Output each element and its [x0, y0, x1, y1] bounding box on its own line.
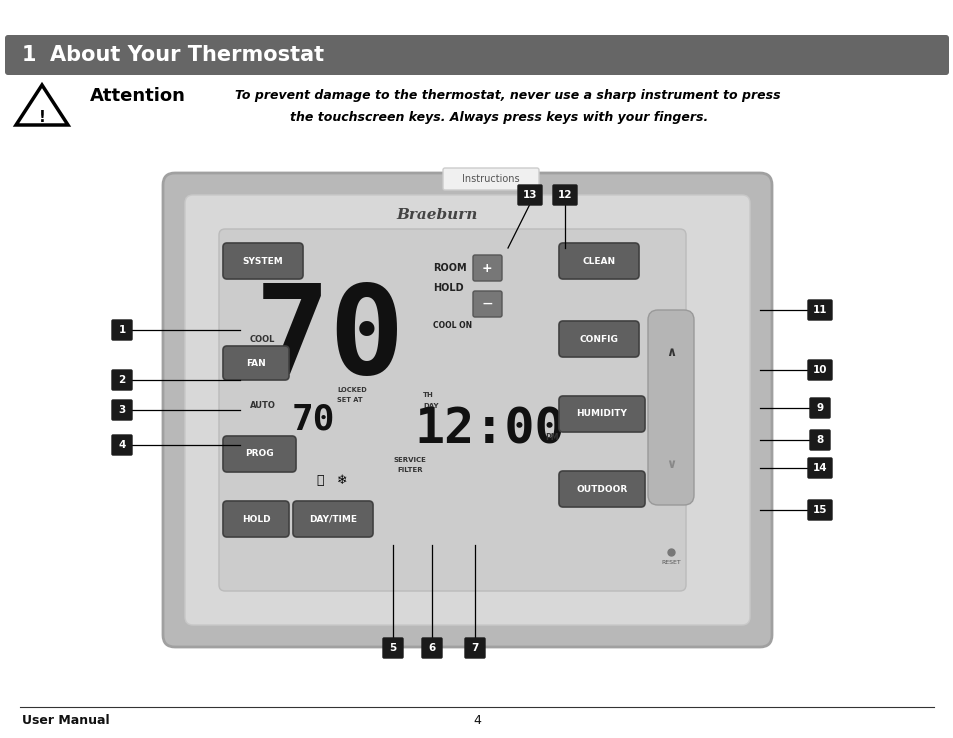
Text: FILTER: FILTER — [396, 467, 422, 473]
Text: 2: 2 — [118, 375, 126, 385]
Text: 6: 6 — [428, 643, 436, 653]
FancyBboxPatch shape — [807, 458, 831, 478]
FancyBboxPatch shape — [112, 435, 132, 455]
Text: ROOM: ROOM — [433, 263, 466, 273]
Text: the touchscreen keys. Always press keys with your fingers.: the touchscreen keys. Always press keys … — [290, 111, 707, 125]
Text: CONFIG: CONFIG — [579, 334, 618, 343]
FancyBboxPatch shape — [442, 168, 538, 190]
FancyBboxPatch shape — [163, 173, 771, 647]
Text: ❄: ❄ — [336, 474, 347, 486]
Text: PM: PM — [544, 432, 558, 441]
Text: —: — — [481, 299, 492, 309]
FancyBboxPatch shape — [809, 398, 829, 418]
FancyBboxPatch shape — [185, 195, 749, 625]
FancyBboxPatch shape — [5, 35, 948, 75]
Text: 3: 3 — [118, 405, 126, 415]
Text: HOLD: HOLD — [241, 514, 270, 523]
Text: DAY: DAY — [422, 403, 438, 409]
Text: 1: 1 — [118, 325, 126, 335]
Text: About Your Thermostat: About Your Thermostat — [50, 45, 324, 65]
Text: Instructions: Instructions — [461, 174, 519, 184]
Text: 70: 70 — [291, 403, 335, 437]
Text: Braeburn: Braeburn — [396, 208, 477, 222]
Text: +: + — [481, 261, 492, 275]
Text: 10: 10 — [812, 365, 826, 375]
Text: 4: 4 — [473, 714, 480, 728]
Text: 12:00: 12:00 — [415, 406, 565, 454]
FancyBboxPatch shape — [382, 638, 402, 658]
Text: User Manual: User Manual — [22, 714, 110, 728]
FancyBboxPatch shape — [647, 310, 693, 505]
Text: 5: 5 — [389, 643, 396, 653]
Text: To prevent damage to the thermostat, never use a sharp instrument to press: To prevent damage to the thermostat, nev… — [234, 89, 780, 103]
FancyBboxPatch shape — [473, 255, 501, 281]
Text: Attention: Attention — [90, 87, 186, 105]
Text: ∧: ∧ — [665, 347, 676, 359]
Text: SERVICE: SERVICE — [394, 457, 426, 463]
FancyBboxPatch shape — [421, 638, 441, 658]
Text: COOL: COOL — [250, 336, 275, 345]
FancyBboxPatch shape — [807, 360, 831, 380]
Text: 8: 8 — [816, 435, 822, 445]
FancyBboxPatch shape — [293, 501, 373, 537]
Text: PROG: PROG — [245, 449, 274, 458]
FancyBboxPatch shape — [112, 400, 132, 420]
FancyBboxPatch shape — [807, 300, 831, 320]
Text: 70: 70 — [254, 280, 405, 401]
Text: AUTO: AUTO — [250, 401, 275, 410]
Text: 14: 14 — [812, 463, 826, 473]
Text: OUTDOOR: OUTDOOR — [576, 485, 627, 494]
Text: SYSTEM: SYSTEM — [242, 257, 283, 266]
Text: ∨: ∨ — [665, 458, 676, 472]
FancyBboxPatch shape — [807, 500, 831, 520]
Text: 12: 12 — [558, 190, 572, 200]
FancyBboxPatch shape — [223, 346, 289, 380]
FancyBboxPatch shape — [464, 638, 484, 658]
FancyBboxPatch shape — [473, 291, 501, 317]
Text: 4: 4 — [118, 440, 126, 450]
Text: 11: 11 — [812, 305, 826, 315]
FancyBboxPatch shape — [558, 243, 639, 279]
Text: !: ! — [38, 109, 46, 125]
FancyBboxPatch shape — [553, 185, 577, 205]
FancyBboxPatch shape — [223, 501, 289, 537]
Text: 15: 15 — [812, 505, 826, 515]
Text: SET AT: SET AT — [336, 397, 362, 403]
Text: 1: 1 — [22, 45, 36, 65]
FancyBboxPatch shape — [517, 185, 541, 205]
Text: 13: 13 — [522, 190, 537, 200]
Text: DAY/TIME: DAY/TIME — [309, 514, 356, 523]
Text: HOLD: HOLD — [433, 283, 463, 293]
FancyBboxPatch shape — [558, 321, 639, 357]
FancyBboxPatch shape — [809, 430, 829, 450]
FancyBboxPatch shape — [223, 436, 295, 472]
FancyBboxPatch shape — [112, 320, 132, 340]
Text: RESET: RESET — [660, 560, 680, 565]
Text: COOL ON: COOL ON — [433, 320, 472, 329]
Text: LOCKED: LOCKED — [336, 387, 366, 393]
Text: CLEAN: CLEAN — [582, 257, 615, 266]
Text: 7: 7 — [471, 643, 478, 653]
FancyBboxPatch shape — [558, 396, 644, 432]
FancyBboxPatch shape — [223, 243, 303, 279]
FancyBboxPatch shape — [219, 229, 685, 591]
Text: FAN: FAN — [246, 359, 266, 368]
Text: HUMIDITY: HUMIDITY — [576, 410, 627, 418]
FancyBboxPatch shape — [558, 471, 644, 507]
Text: TH: TH — [422, 392, 434, 398]
FancyBboxPatch shape — [112, 370, 132, 390]
Text: 💧: 💧 — [315, 474, 323, 486]
Text: 9: 9 — [816, 403, 822, 413]
